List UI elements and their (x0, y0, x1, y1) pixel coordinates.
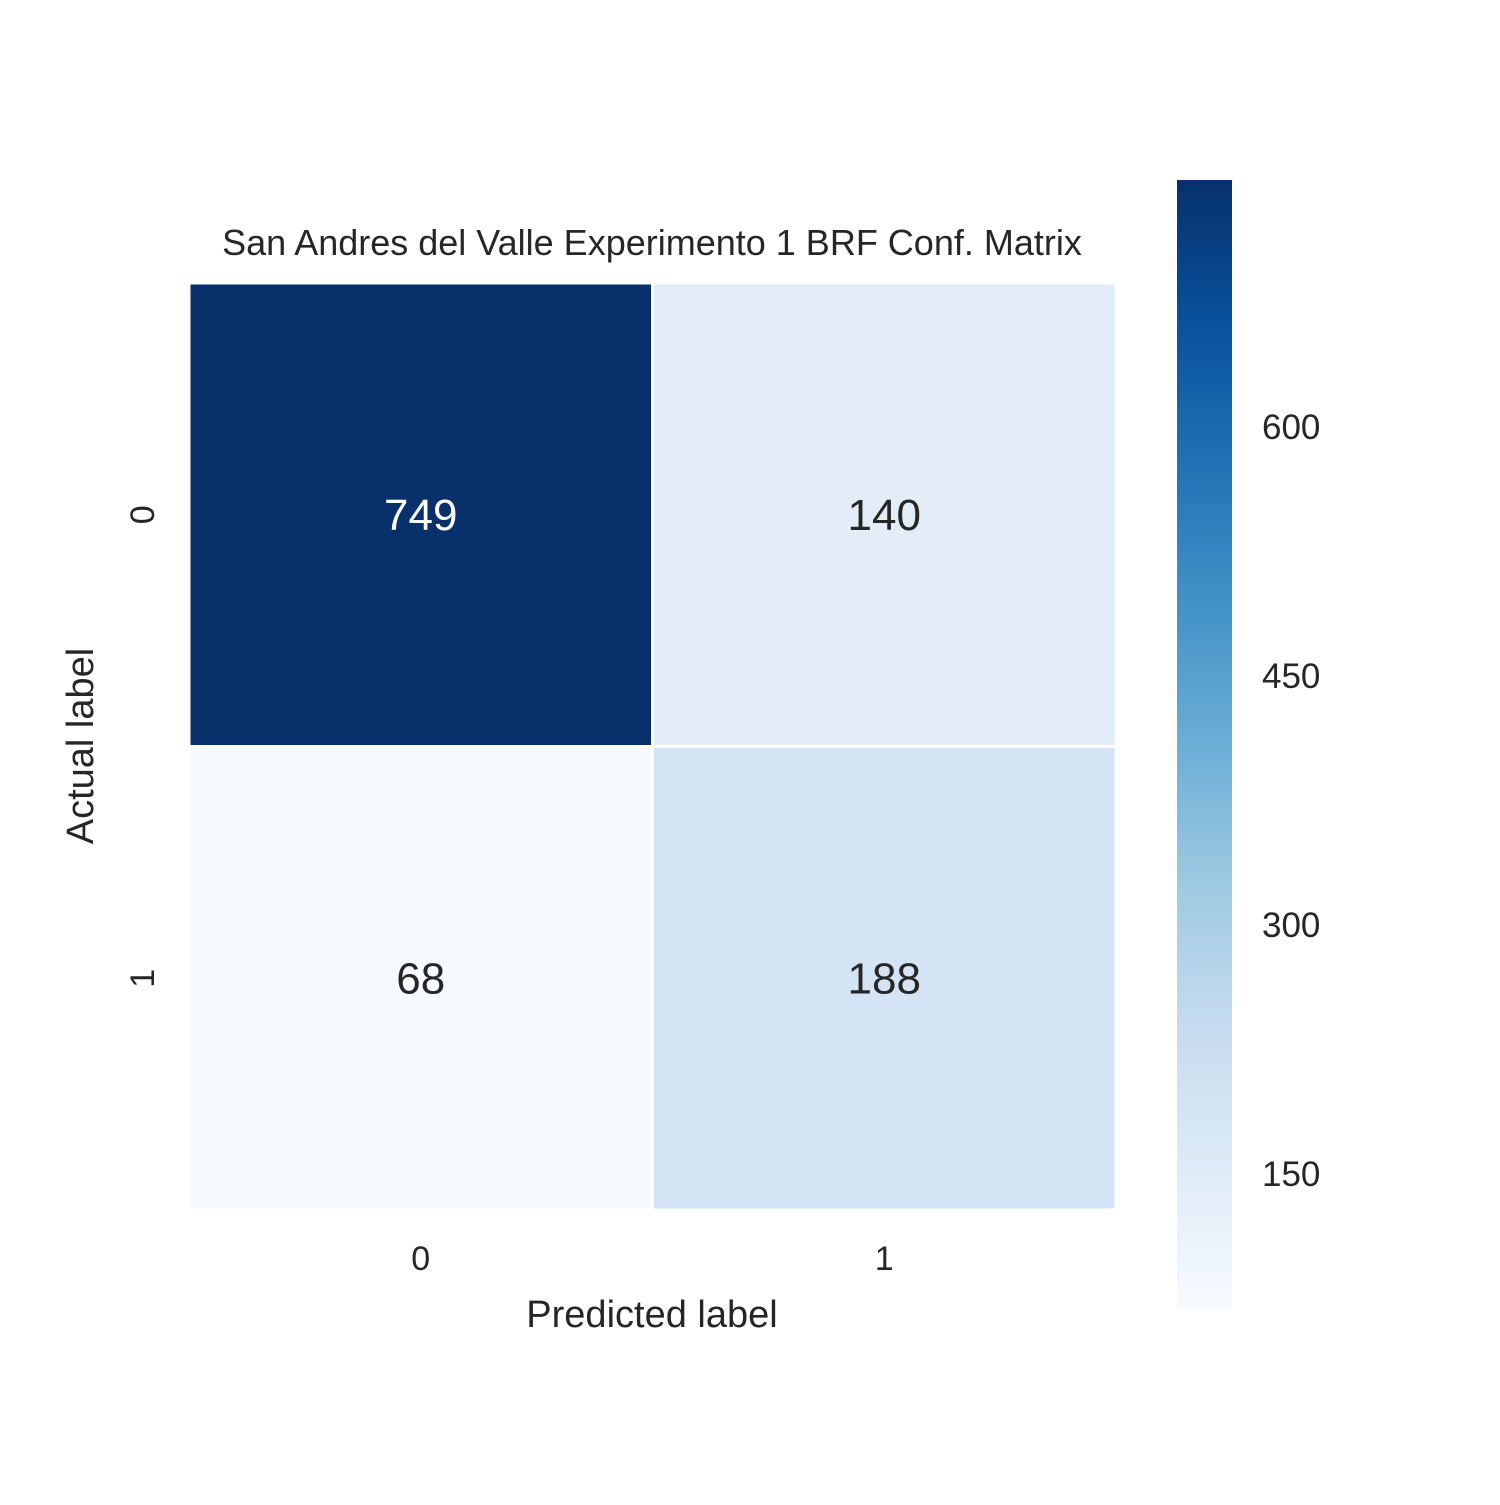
x-tick-label-0: 0 (411, 1240, 430, 1278)
chart-title: San Andres del Valle Experimento 1 BRF C… (222, 222, 1082, 263)
cell-value-1-0: 68 (396, 954, 445, 1003)
y-axis-label: Actual label (60, 648, 102, 844)
cell-value-0-0: 749 (384, 491, 457, 540)
colorbar (1177, 180, 1232, 1310)
y-tick-label-1: 1 (124, 969, 162, 988)
colorbar-tick-label-2: 450 (1262, 657, 1320, 696)
heatmap-cells: 749 140 68 188 (187, 281, 1118, 1212)
x-tick-label-1: 1 (875, 1240, 894, 1278)
colorbar-ticks: 150 300 450 600 (1262, 408, 1320, 1194)
y-axis-ticks: 01 (124, 505, 162, 987)
y-tick-label-0: 0 (124, 505, 162, 524)
colorbar-tick-label-0: 150 (1262, 1155, 1320, 1194)
heatmap-cell-1-0 (187, 745, 654, 1212)
colorbar-tick-label-1: 300 (1262, 906, 1320, 945)
x-axis-label: Predicted label (526, 1294, 777, 1336)
heatmap-cell-1-1 (651, 745, 1118, 1212)
heatmap-cell-0-1 (651, 281, 1118, 748)
cell-value-1-1: 188 (848, 954, 921, 1003)
colorbar-tick-label-3: 600 (1262, 408, 1320, 447)
heatmap-cell-0-0 (187, 281, 654, 748)
cell-value-0-1: 140 (848, 491, 921, 540)
